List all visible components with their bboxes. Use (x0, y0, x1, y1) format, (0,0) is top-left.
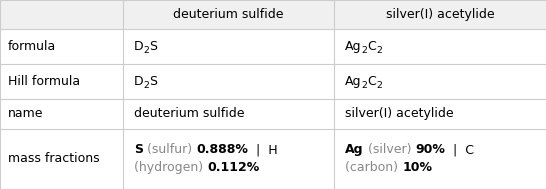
Text: D: D (134, 40, 144, 53)
Text: (hydrogen): (hydrogen) (134, 161, 207, 174)
Text: 90%: 90% (416, 143, 445, 156)
Text: Ag: Ag (346, 143, 364, 156)
Text: 2: 2 (362, 81, 367, 90)
Text: Ag: Ag (346, 40, 362, 53)
Text: 0.888%: 0.888% (196, 143, 248, 156)
Text: 0.112%: 0.112% (207, 161, 259, 174)
Text: (sulfur): (sulfur) (143, 143, 196, 156)
Text: silver(I) acetylide: silver(I) acetylide (386, 8, 495, 21)
Text: 2: 2 (377, 46, 382, 55)
Text: Ag: Ag (346, 75, 362, 88)
Text: Hill formula: Hill formula (8, 75, 80, 88)
Text: S: S (134, 143, 143, 156)
Text: name: name (8, 107, 44, 120)
Bar (0, 0, 546, 29)
Text: C: C (367, 75, 377, 88)
Text: |  C: | C (445, 143, 474, 156)
Text: C: C (367, 40, 377, 53)
Text: 2: 2 (377, 81, 382, 90)
Text: deuterium sulfide: deuterium sulfide (134, 107, 244, 120)
Text: 2: 2 (144, 46, 149, 55)
Text: 2: 2 (144, 81, 149, 90)
Text: formula: formula (8, 40, 56, 53)
Text: 2: 2 (362, 46, 367, 55)
Text: |  H: | H (248, 143, 277, 156)
Text: 10%: 10% (402, 161, 432, 174)
Text: mass fractions: mass fractions (8, 152, 100, 165)
Text: S: S (149, 75, 157, 88)
Text: (carbon): (carbon) (346, 161, 402, 174)
Text: D: D (134, 75, 144, 88)
Text: deuterium sulfide: deuterium sulfide (174, 8, 284, 21)
Text: S: S (149, 40, 157, 53)
Text: (silver): (silver) (364, 143, 416, 156)
Text: silver(I) acetylide: silver(I) acetylide (346, 107, 454, 120)
